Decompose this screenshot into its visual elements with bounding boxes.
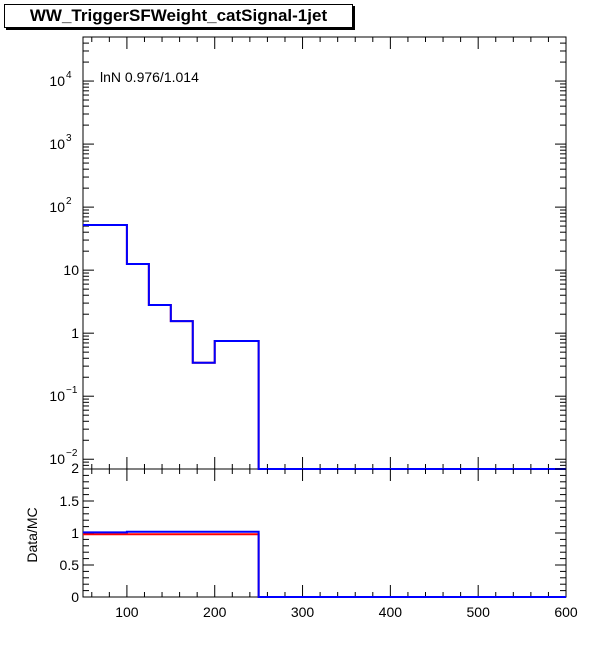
main-ytick-label: 1: [71, 325, 79, 341]
main-ytick-exponent: −2: [66, 448, 78, 459]
chart-title: WW_TriggerSFWeight_catSignal-1jet: [4, 4, 353, 28]
main-ytick-label: 10: [49, 388, 65, 404]
ratio-xtick-label: 400: [379, 604, 403, 620]
ratio-series-nominal: [83, 533, 566, 598]
ratio-ytick-label: 2: [71, 460, 79, 476]
ratio-ytick-label: 0.5: [60, 557, 80, 573]
ratio-xtick-label: 500: [467, 604, 491, 620]
main-ytick-exponent: 4: [66, 70, 72, 81]
ratio-xtick-label: 100: [115, 604, 139, 620]
ratio-ytick-label: 1: [71, 525, 79, 541]
main-ytick-label: 10: [49, 73, 65, 89]
main-ytick-exponent: 2: [66, 196, 72, 207]
main-series-nominal: [83, 224, 566, 470]
ratio-ytick-label: 1.5: [60, 493, 80, 509]
ratio-ytick-label: 0: [71, 589, 79, 605]
main-ytick-exponent: 3: [66, 133, 72, 144]
ratio-frame: [82, 468, 567, 598]
main-ytick-label: 10: [49, 451, 65, 467]
main-ytick-label: 10: [49, 136, 65, 152]
main-ytick-label: 10: [49, 199, 65, 215]
ratio-series-varied: [83, 530, 566, 598]
ratio-xtick-label: 300: [291, 604, 315, 620]
main-series-varied: [83, 224, 566, 470]
main-frame: [82, 36, 567, 470]
annotation: lnN 0.976/1.014: [100, 69, 199, 85]
ratio-y-axis-label: Data/MC: [24, 507, 40, 562]
main-ytick-exponent: −1: [66, 385, 78, 396]
main-ytick-label: 10: [63, 262, 79, 278]
ratio-xtick-label: 600: [554, 604, 578, 620]
ratio-plot: 0 0.5 1 1.5 2 100 200 300 400 500 600: [60, 460, 578, 620]
ratio-xtick-label: 200: [203, 604, 227, 620]
